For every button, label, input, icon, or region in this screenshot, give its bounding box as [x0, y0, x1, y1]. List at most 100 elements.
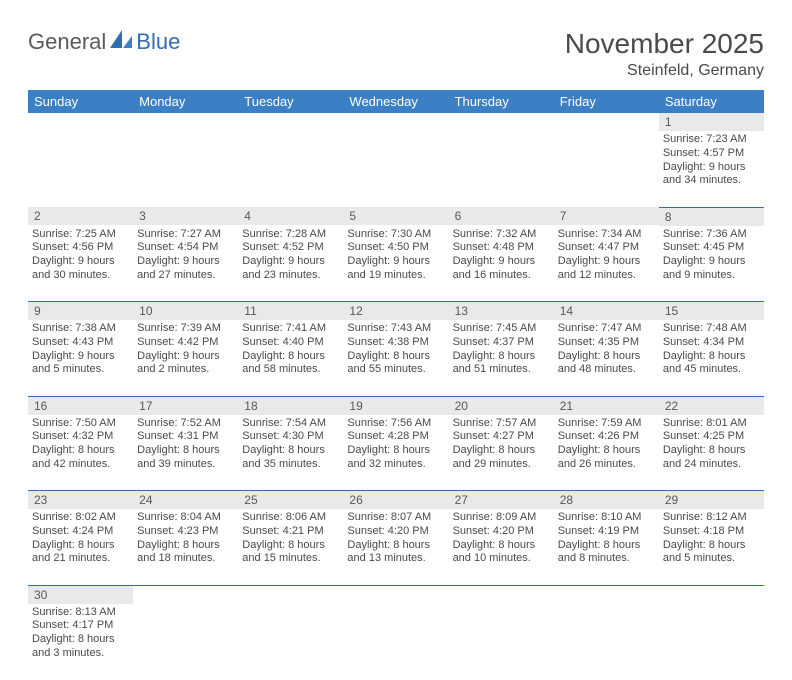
day-cell-body: Sunrise: 7:56 AMSunset: 4:28 PMDaylight:…: [343, 415, 448, 475]
sunrise-text: Sunrise: 7:57 AM: [453, 417, 550, 431]
day-number: [238, 113, 343, 131]
sail-icon: [106, 28, 136, 56]
day-cell: Sunrise: 7:50 AMSunset: 4:32 PMDaylight:…: [28, 415, 133, 491]
day-number: 22: [659, 397, 764, 415]
day-cell: Sunrise: 8:01 AMSunset: 4:25 PMDaylight:…: [659, 415, 764, 491]
daylight-text: Daylight: 8 hours and 55 minutes.: [347, 350, 444, 378]
sunset-text: Sunset: 4:37 PM: [453, 336, 550, 350]
daylight-text: Daylight: 8 hours and 3 minutes.: [32, 633, 129, 661]
day-cell: [238, 604, 343, 680]
day-number: 27: [449, 491, 554, 509]
daylight-text: Daylight: 8 hours and 18 minutes.: [137, 539, 234, 567]
sunset-text: Sunset: 4:19 PM: [558, 525, 655, 539]
day-cell: Sunrise: 8:12 AMSunset: 4:18 PMDaylight:…: [659, 509, 764, 585]
day-cell: Sunrise: 7:28 AMSunset: 4:52 PMDaylight:…: [238, 226, 343, 302]
day-number: 13: [449, 302, 554, 320]
day-cell: Sunrise: 7:32 AMSunset: 4:48 PMDaylight:…: [449, 226, 554, 302]
logo: General Blue: [28, 28, 180, 56]
day-cell-body: Sunrise: 7:41 AMSunset: 4:40 PMDaylight:…: [238, 320, 343, 380]
day-number: 25: [238, 491, 343, 509]
day-number: 16: [28, 397, 133, 415]
sunset-text: Sunset: 4:25 PM: [663, 430, 760, 444]
day-header: Wednesday: [343, 90, 448, 113]
day-cell: Sunrise: 8:06 AMSunset: 4:21 PMDaylight:…: [238, 509, 343, 585]
daylight-text: Daylight: 9 hours and 19 minutes.: [347, 255, 444, 283]
sunrise-text: Sunrise: 8:06 AM: [242, 511, 339, 525]
day-cell-body: Sunrise: 7:32 AMSunset: 4:48 PMDaylight:…: [449, 226, 554, 286]
week-row: Sunrise: 7:23 AMSunset: 4:57 PMDaylight:…: [28, 131, 764, 207]
day-cell-body: Sunrise: 8:10 AMSunset: 4:19 PMDaylight:…: [554, 509, 659, 569]
day-cell-body: Sunrise: 7:38 AMSunset: 4:43 PMDaylight:…: [28, 320, 133, 380]
sunset-text: Sunset: 4:30 PM: [242, 430, 339, 444]
daynum-row: 30: [28, 585, 764, 604]
day-cell: Sunrise: 7:23 AMSunset: 4:57 PMDaylight:…: [659, 131, 764, 207]
sunrise-text: Sunrise: 7:48 AM: [663, 322, 760, 336]
sunrise-text: Sunrise: 7:38 AM: [32, 322, 129, 336]
sunrise-text: Sunrise: 7:39 AM: [137, 322, 234, 336]
day-header-row: Sunday Monday Tuesday Wednesday Thursday…: [28, 90, 764, 113]
day-number: 15: [659, 302, 764, 320]
sunset-text: Sunset: 4:34 PM: [663, 336, 760, 350]
daynum-row: 1: [28, 113, 764, 131]
sunrise-text: Sunrise: 8:12 AM: [663, 511, 760, 525]
day-cell-body: Sunrise: 8:07 AMSunset: 4:20 PMDaylight:…: [343, 509, 448, 569]
sunrise-text: Sunrise: 7:27 AM: [137, 228, 234, 242]
day-cell: Sunrise: 7:41 AMSunset: 4:40 PMDaylight:…: [238, 320, 343, 396]
sunrise-text: Sunrise: 7:52 AM: [137, 417, 234, 431]
day-cell-body: Sunrise: 7:50 AMSunset: 4:32 PMDaylight:…: [28, 415, 133, 475]
day-cell: Sunrise: 8:02 AMSunset: 4:24 PMDaylight:…: [28, 509, 133, 585]
day-number: 11: [238, 302, 343, 320]
day-cell: [659, 604, 764, 680]
day-cell: [343, 604, 448, 680]
week-row: Sunrise: 7:25 AMSunset: 4:56 PMDaylight:…: [28, 226, 764, 302]
sunset-text: Sunset: 4:54 PM: [137, 241, 234, 255]
daylight-text: Daylight: 9 hours and 2 minutes.: [137, 350, 234, 378]
day-number: 2: [28, 207, 133, 225]
day-number: [449, 113, 554, 131]
week-row: Sunrise: 7:38 AMSunset: 4:43 PMDaylight:…: [28, 320, 764, 396]
daylight-text: Daylight: 8 hours and 45 minutes.: [663, 350, 760, 378]
day-cell: [343, 131, 448, 207]
day-cell-body: Sunrise: 7:39 AMSunset: 4:42 PMDaylight:…: [133, 320, 238, 380]
sunset-text: Sunset: 4:28 PM: [347, 430, 444, 444]
day-number: 24: [133, 491, 238, 509]
day-number: 19: [343, 397, 448, 415]
daylight-text: Daylight: 8 hours and 39 minutes.: [137, 444, 234, 472]
day-header: Monday: [133, 90, 238, 113]
daylight-text: Daylight: 8 hours and 8 minutes.: [558, 539, 655, 567]
logo-text-blue: Blue: [136, 29, 180, 55]
daylight-text: Daylight: 9 hours and 5 minutes.: [32, 350, 129, 378]
sunrise-text: Sunrise: 7:59 AM: [558, 417, 655, 431]
sunrise-text: Sunrise: 8:13 AM: [32, 606, 129, 620]
day-cell: [28, 131, 133, 207]
week-row: Sunrise: 8:02 AMSunset: 4:24 PMDaylight:…: [28, 509, 764, 585]
week-row: Sunrise: 7:50 AMSunset: 4:32 PMDaylight:…: [28, 415, 764, 491]
day-cell: Sunrise: 7:34 AMSunset: 4:47 PMDaylight:…: [554, 226, 659, 302]
day-cell: [133, 131, 238, 207]
day-cell: [238, 131, 343, 207]
day-cell: [449, 604, 554, 680]
day-number: 17: [133, 397, 238, 415]
sunrise-text: Sunrise: 7:36 AM: [663, 228, 760, 242]
sunset-text: Sunset: 4:18 PM: [663, 525, 760, 539]
day-cell: Sunrise: 7:56 AMSunset: 4:28 PMDaylight:…: [343, 415, 448, 491]
day-cell-body: Sunrise: 7:48 AMSunset: 4:34 PMDaylight:…: [659, 320, 764, 380]
day-cell: Sunrise: 7:52 AMSunset: 4:31 PMDaylight:…: [133, 415, 238, 491]
title-block: November 2025 Steinfeld, Germany: [565, 28, 764, 80]
sunset-text: Sunset: 4:38 PM: [347, 336, 444, 350]
daylight-text: Daylight: 8 hours and 58 minutes.: [242, 350, 339, 378]
sunrise-text: Sunrise: 8:04 AM: [137, 511, 234, 525]
day-header: Friday: [554, 90, 659, 113]
sunrise-text: Sunrise: 7:54 AM: [242, 417, 339, 431]
daylight-text: Daylight: 9 hours and 30 minutes.: [32, 255, 129, 283]
sunset-text: Sunset: 4:23 PM: [137, 525, 234, 539]
day-number: 30: [28, 586, 133, 604]
title-location: Steinfeld, Germany: [565, 62, 764, 80]
day-cell: Sunrise: 7:27 AMSunset: 4:54 PMDaylight:…: [133, 226, 238, 302]
day-cell: Sunrise: 7:48 AMSunset: 4:34 PMDaylight:…: [659, 320, 764, 396]
sunrise-text: Sunrise: 7:43 AM: [347, 322, 444, 336]
daylight-text: Daylight: 8 hours and 24 minutes.: [663, 444, 760, 472]
sunset-text: Sunset: 4:17 PM: [32, 619, 129, 633]
day-number: 26: [343, 491, 448, 509]
day-number: [554, 113, 659, 131]
